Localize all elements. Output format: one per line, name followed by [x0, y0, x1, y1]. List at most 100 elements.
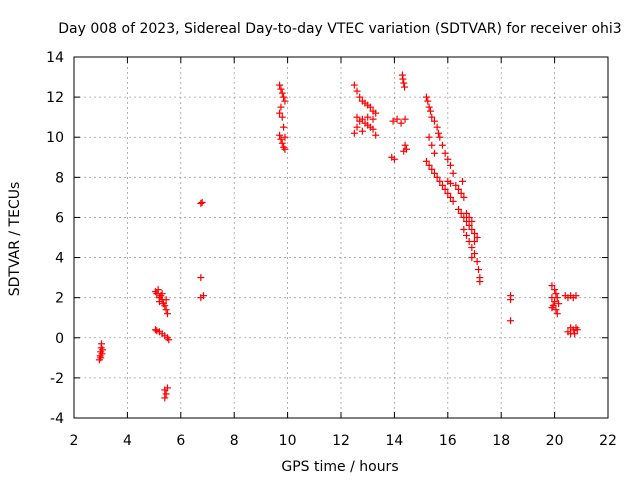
data-point: [422, 93, 430, 101]
data-point: [98, 340, 106, 348]
data-point: [548, 304, 556, 312]
data-point: [446, 161, 454, 169]
data-point: [438, 181, 446, 189]
axis-ticks: [73, 56, 609, 419]
data-point: [476, 278, 484, 286]
data-point: [425, 161, 433, 169]
data-point: [572, 292, 580, 300]
data-point: [401, 115, 409, 123]
data-point: [428, 165, 436, 173]
data-point: [161, 394, 169, 402]
data-point: [393, 115, 401, 123]
data-point: [454, 205, 462, 213]
data-point: [468, 254, 476, 262]
data-point: [424, 97, 432, 105]
data-point: [468, 217, 476, 225]
data-point: [369, 115, 377, 123]
data-point: [471, 229, 478, 237]
y-tick-label: -2: [50, 371, 64, 387]
data-point: [548, 282, 556, 290]
x-tick-label: 10: [279, 433, 297, 449]
data-point: [422, 157, 430, 165]
data-point: [278, 113, 286, 121]
y-tick-label: 14: [46, 50, 64, 66]
data-point: [389, 117, 397, 125]
x-tick-label: 8: [230, 433, 239, 449]
y-tick-label: 2: [55, 291, 64, 307]
y-tick-label: 4: [55, 251, 64, 267]
data-point: [278, 139, 286, 147]
data-point: [462, 231, 470, 239]
data-point: [552, 290, 560, 298]
data-point: [161, 302, 169, 310]
x-tick-label: 18: [492, 433, 510, 449]
x-tick-label: 16: [439, 433, 457, 449]
data-point: [462, 209, 470, 217]
data-point: [278, 89, 286, 97]
data-point: [425, 103, 433, 111]
x-tick-label: 2: [70, 433, 79, 449]
data-point: [402, 145, 410, 153]
data-point: [197, 274, 205, 282]
data-point: [436, 177, 444, 185]
data-point: [401, 141, 409, 149]
data-point: [390, 155, 398, 163]
data-point: [397, 119, 405, 127]
y-tick-label: -4: [50, 411, 64, 427]
data-point: [428, 113, 436, 121]
data-point: [449, 169, 457, 177]
data-point: [430, 117, 438, 125]
data-point: [353, 123, 361, 131]
data-point: [401, 83, 409, 91]
data-point: [458, 177, 466, 185]
data-point: [277, 103, 285, 111]
data-point: [350, 81, 358, 89]
data-point: [372, 109, 380, 117]
data-point: [567, 324, 575, 332]
data-point: [434, 129, 442, 137]
data-point: [151, 326, 159, 334]
data-point: [281, 133, 289, 141]
data-point: [162, 296, 170, 304]
data-point: [460, 193, 468, 201]
data-point: [372, 131, 380, 139]
y-tick-labels: -4 -2 0 2 4 6 8 10 12 14: [46, 50, 64, 427]
data-point: [430, 169, 438, 177]
data-point: [97, 354, 105, 362]
data-point: [276, 109, 284, 117]
data-point: [444, 155, 452, 163]
data-point: [99, 346, 107, 354]
data-point: [400, 79, 408, 87]
data-point: [158, 290, 166, 298]
data-point: [473, 234, 481, 241]
data-point: [353, 113, 361, 121]
data-point: [465, 213, 473, 221]
data-point: [366, 103, 374, 111]
data-point: [553, 294, 561, 302]
data-point: [163, 310, 171, 318]
x-tick-label: 22: [599, 433, 617, 449]
data-point: [473, 258, 481, 266]
data-point: [571, 330, 579, 338]
data-point: [460, 225, 468, 233]
data-point: [441, 185, 449, 193]
data-point: [430, 149, 438, 157]
data-point: [154, 286, 162, 294]
data-point: [280, 123, 288, 131]
data-point: [155, 298, 163, 306]
data-point: [551, 298, 559, 306]
data-point: [465, 221, 473, 229]
data-point: [446, 193, 454, 201]
x-tick-label: 4: [123, 433, 132, 449]
data-point: [507, 296, 515, 304]
x-axis-label: GPS time / hours: [281, 459, 398, 475]
data-point: [162, 390, 170, 398]
data-point: [457, 189, 465, 197]
data-point: [438, 141, 446, 149]
data-point: [552, 306, 560, 314]
data-point: [276, 81, 284, 89]
data-point: [281, 145, 289, 153]
data-point: [573, 326, 581, 334]
data-point: [277, 85, 285, 93]
